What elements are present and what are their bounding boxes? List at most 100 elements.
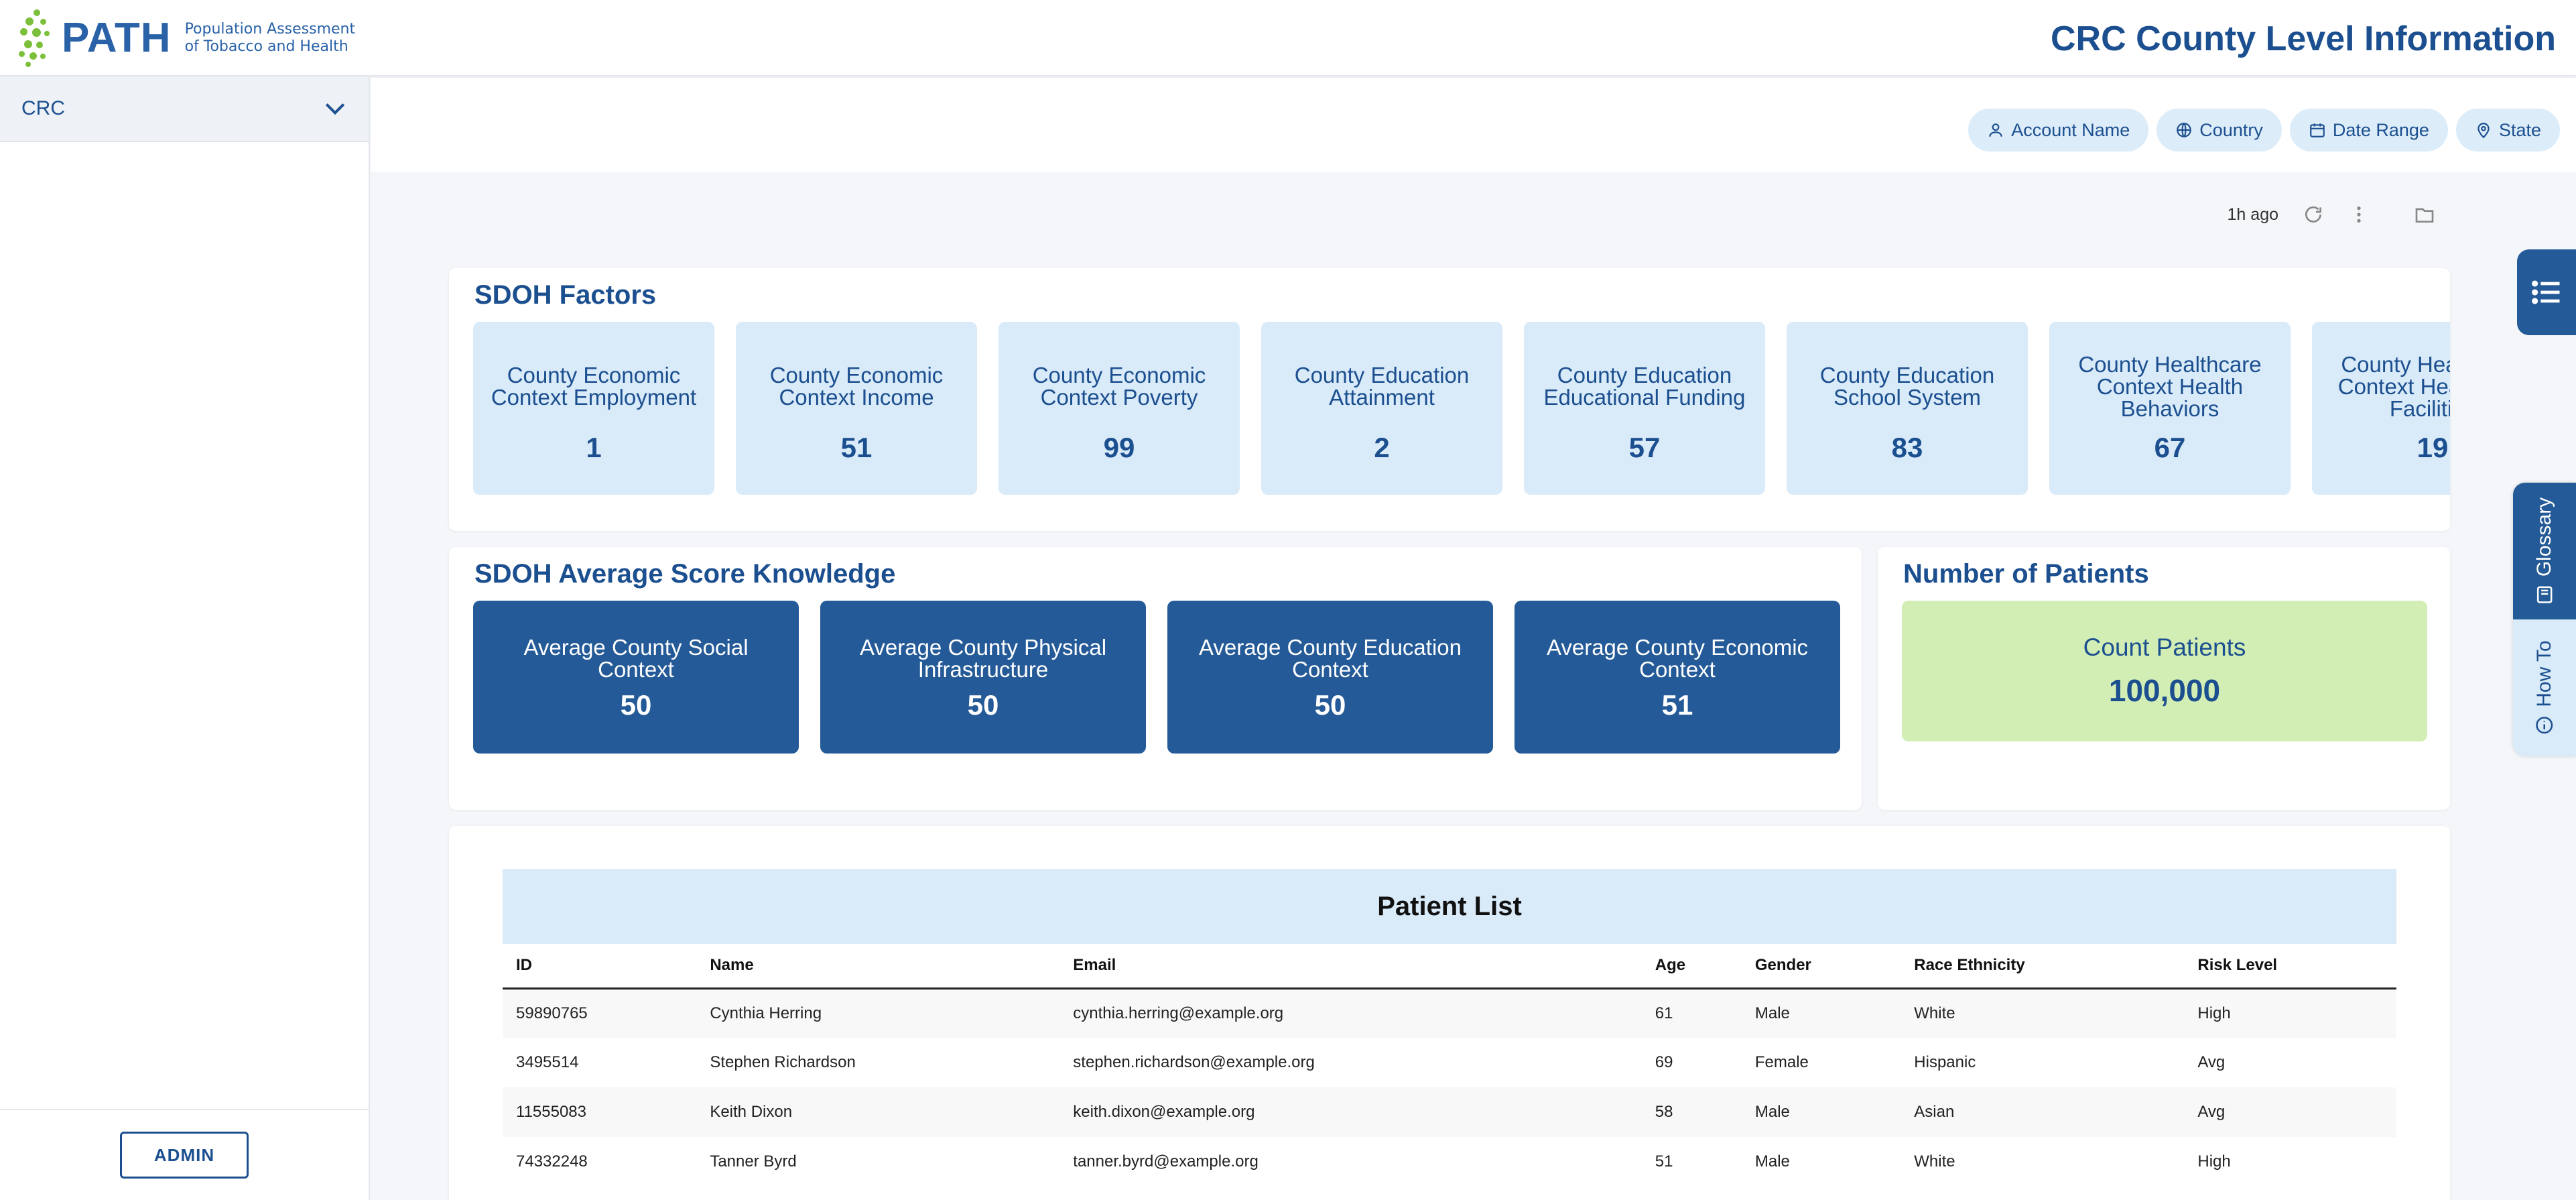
table-row[interactable]: 11555083 Keith Dixon keith.dixon@example… (503, 1087, 2396, 1137)
sdoh-tile[interactable]: County Healthcare Context Health Behavio… (2049, 322, 2291, 495)
info-icon (2536, 717, 2553, 734)
table-cell: Keith Dixon (710, 1103, 793, 1121)
average-tile[interactable]: Average County Education Context 50 (1167, 601, 1493, 754)
column-header[interactable]: Race Ethnicity (1901, 944, 2185, 989)
sdoh-average-tiles: Average County Social Context 50 Average … (473, 601, 1840, 754)
tile-label: County Education School System (1819, 363, 1995, 410)
average-tile[interactable]: Average County Physical Infrastructure 50 (820, 601, 1146, 754)
table-cell: 3495514 (516, 1053, 579, 1071)
table-cell: 58 (1655, 1103, 1673, 1121)
top-header: PATH Population Assessment of Tobacco an… (0, 0, 2576, 76)
logo-subtitle-line-2: of Tobacco and Health (184, 38, 348, 55)
table-cell: 59890765 (516, 1004, 588, 1022)
logo-wordmark: PATH (62, 15, 172, 61)
tile-value: 50 (620, 689, 652, 721)
folder-icon[interactable] (2414, 204, 2435, 225)
tile-value: 57 (1628, 432, 1661, 463)
logo-dots-icon (17, 8, 55, 68)
admin-button[interactable]: ADMIN (120, 1132, 249, 1179)
patient-table: ID Name Email Age Gender Race Ethnicity … (503, 944, 2396, 1187)
tile-label: County Economic Context Income (769, 363, 944, 410)
sdoh-tile[interactable]: County Healthcare Context Healthcare Fac… (2312, 322, 2450, 495)
globe-icon (2177, 123, 2192, 137)
tile-value: 99 (1103, 432, 1135, 463)
tile-value: 67 (2154, 432, 2186, 463)
patient-list-card: Patient List ID Name Email Age Gender Ra… (449, 826, 2450, 1200)
tab-how-to[interactable]: How To (2513, 619, 2576, 756)
tile-value: 100,000 (2108, 673, 2221, 708)
tile-value: 50 (1314, 689, 1346, 721)
tile-value: 2 (1374, 432, 1390, 463)
sdoh-tile[interactable]: County Economic Context Employment 1 (473, 322, 714, 495)
side-tabs: Glossary How To (2513, 483, 2576, 756)
sdoh-tile[interactable]: County Education Attainment 2 (1261, 322, 1502, 495)
sdoh-factors-title: SDOH Factors (474, 280, 657, 310)
column-header[interactable]: Email (1059, 944, 1642, 989)
table-cell: tanner.byrd@example.org (1073, 1152, 1259, 1171)
average-tile[interactable]: Average County Economic Context 51 (1515, 601, 1840, 754)
sdoh-factor-tiles: County Economic Context Employment 1 Coun… (473, 322, 2450, 495)
table-header-row: ID Name Email Age Gender Race Ethnicity … (503, 944, 2396, 989)
tile-label: Average County Education Context (1199, 635, 1462, 682)
table-cell: Cynthia Herring (710, 1004, 822, 1022)
tab-glossary-label: Glossary (2533, 497, 2556, 577)
sdoh-tile[interactable]: County Economic Context Income 51 (736, 322, 977, 495)
table-cell: White (1914, 1152, 1955, 1171)
calendar-icon (2310, 123, 2325, 137)
column-header[interactable]: Risk Level (2184, 944, 2396, 989)
table-cell: Stephen Richardson (710, 1053, 856, 1071)
patient-list-title: Patient List (503, 869, 2396, 944)
sdoh-average-title: SDOH Average Score Knowledge (474, 559, 896, 589)
filter-country[interactable]: Country (2156, 109, 2282, 152)
logo-subtitle: Population Assessment of Tobacco and Hea… (185, 21, 356, 56)
table-cell: Avg (2197, 1103, 2226, 1121)
tab-how-to-label: How To (2533, 640, 2555, 707)
column-header[interactable]: Age (1641, 944, 1742, 989)
column-header[interactable]: Name (696, 944, 1060, 989)
sdoh-tile[interactable]: County Education Educational Funding 57 (1524, 322, 1765, 495)
column-header[interactable]: Gender (1741, 944, 1901, 989)
column-header[interactable]: ID (503, 944, 697, 989)
filter-date-range[interactable]: Date Range (2289, 109, 2448, 152)
table-cell: Avg (2197, 1053, 2226, 1071)
tile-label: Count Patients (2083, 634, 2246, 661)
refresh-icon[interactable] (2303, 204, 2324, 225)
sidebar-footer: ADMIN (0, 1109, 369, 1200)
sdoh-factors-card: SDOH Factors County Economic Context Emp… (449, 268, 2450, 531)
table-cell: 74332248 (516, 1152, 588, 1171)
user-icon (1989, 123, 2002, 137)
table-row[interactable]: 3495514 Stephen Richardson stephen.richa… (503, 1038, 2396, 1087)
count-patients-tile[interactable]: Count Patients 100,000 (1902, 601, 2427, 741)
table-cell: 69 (1655, 1053, 1673, 1071)
table-cell: cynthia.herring@example.org (1073, 1004, 1284, 1022)
sidebar-item-crc[interactable]: CRC (0, 76, 369, 142)
tile-label: County Healthcare Context Healthcare Fac… (2337, 351, 2450, 421)
tile-value: 51 (840, 432, 873, 463)
filter-account-name[interactable]: Account Name (1968, 109, 2149, 152)
list-menu-button[interactable] (2517, 249, 2576, 335)
tile-label: County Education Educational Funding (1543, 363, 1746, 410)
table-cell: keith.dixon@example.org (1073, 1103, 1255, 1121)
table-row[interactable]: 59890765 Cynthia Herring cynthia.herring… (503, 988, 2396, 1038)
path-logo[interactable]: PATH Population Assessment of Tobacco an… (17, 8, 355, 68)
tile-value: 51 (1661, 689, 1693, 721)
sidebar-item-label: CRC (21, 97, 65, 119)
filter-state[interactable]: State (2455, 109, 2560, 152)
more-vertical-icon[interactable] (2348, 204, 2370, 225)
sdoh-tile[interactable]: County Education School System 83 (1787, 322, 2028, 495)
tab-glossary[interactable]: Glossary (2513, 483, 2576, 619)
sdoh-tile[interactable]: County Economic Context Poverty 99 (999, 322, 1240, 495)
table-cell: 51 (1655, 1152, 1673, 1171)
tile-label: Average County Social Context (523, 635, 749, 682)
sdoh-average-card: SDOH Average Score Knowledge Average Cou… (449, 547, 1862, 810)
table-cell: Hispanic (1914, 1053, 1976, 1071)
table-cell: Female (1754, 1053, 1809, 1071)
average-tile[interactable]: Average County Social Context 50 (473, 601, 799, 754)
page-title: CRC County Level Information (2050, 19, 2556, 58)
table-row[interactable]: 74332248 Tanner Byrd tanner.byrd@example… (503, 1137, 2396, 1187)
logo-subtitle-line-1: Population Assessment (184, 21, 356, 38)
tile-label: County Education Attainment (1294, 363, 1470, 410)
tile-value: 1 (586, 432, 602, 463)
table-cell: 61 (1655, 1004, 1673, 1022)
last-updated-text: 1h ago (2227, 204, 2278, 224)
